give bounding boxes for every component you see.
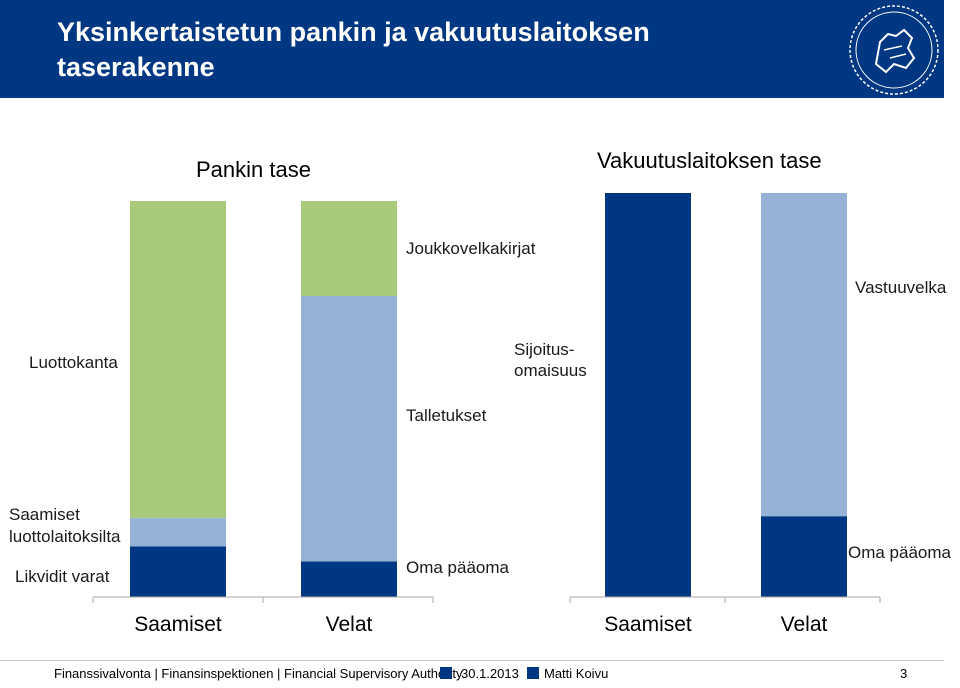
header-bar	[0, 0, 944, 98]
balance-sheet-charts: Saamiset Velat Saamiset Velat	[92, 193, 881, 636]
category-label-saamiset: Saamiset	[604, 613, 692, 636]
bar-segment-likvidit-varat	[130, 546, 226, 597]
footer-bar	[0, 660, 944, 688]
bar-segment-talletukset	[301, 296, 397, 562]
label-sijoitusomaisuus-line2: omaisuus	[514, 361, 587, 380]
category-label-saamiset: Saamiset	[134, 613, 222, 636]
label-sijoitusomaisuus-line1: Sijoitus-	[514, 340, 575, 359]
category-label-velat: Velat	[781, 613, 828, 636]
insurance-chart-title: Vakuutuslaitoksen tase	[597, 148, 822, 173]
footer-organization: Finanssivalvonta | Finansinspektionen | …	[54, 666, 463, 681]
label-saamiset-luottolaitoksilta-line2: luottolaitoksilta	[9, 527, 121, 546]
bar-segment-oma-p-oma	[761, 516, 847, 597]
label-luottokanta: Luottokanta	[29, 353, 118, 372]
footer-author: Matti Koivu	[544, 666, 609, 681]
label-vastuuvelka: Vastuuvelka	[855, 278, 947, 297]
bar-segment-vastuuvelka	[761, 193, 847, 517]
label-likvidit-varat: Likvidit varat	[15, 567, 110, 586]
page-title: Yksinkertaistetun pankin ja vakuutuslait…	[57, 17, 650, 82]
label-talletukset: Talletukset	[406, 406, 487, 425]
label-saamiset-luottolaitoksilta-line1: Saamiset	[9, 505, 80, 524]
footer-page-number: 3	[900, 666, 908, 681]
label-joukkovelkakirjat: Joukkovelkakirjat	[406, 239, 536, 258]
category-label-velat: Velat	[326, 613, 373, 636]
bar-segment-luottokanta	[130, 201, 226, 518]
footer-square-icon	[440, 667, 452, 679]
bar-segment-joukkovelkakirjat	[301, 201, 397, 297]
bar-segment-saamiset-luottolaitoksilta	[130, 517, 226, 547]
footer-date: 30.1.2013	[461, 666, 519, 681]
footer-square-icon	[527, 667, 539, 679]
lion-crest-icon	[849, 5, 939, 95]
bar-segment-sijoitusomaisuus	[605, 193, 691, 597]
label-oma-paaoma-insurance: Oma pääoma	[848, 543, 951, 562]
bank-chart-title: Pankin tase	[196, 157, 311, 182]
label-oma-paaoma-bank: Oma pääoma	[406, 558, 509, 577]
bar-segment-oma-p-oma	[301, 561, 397, 597]
